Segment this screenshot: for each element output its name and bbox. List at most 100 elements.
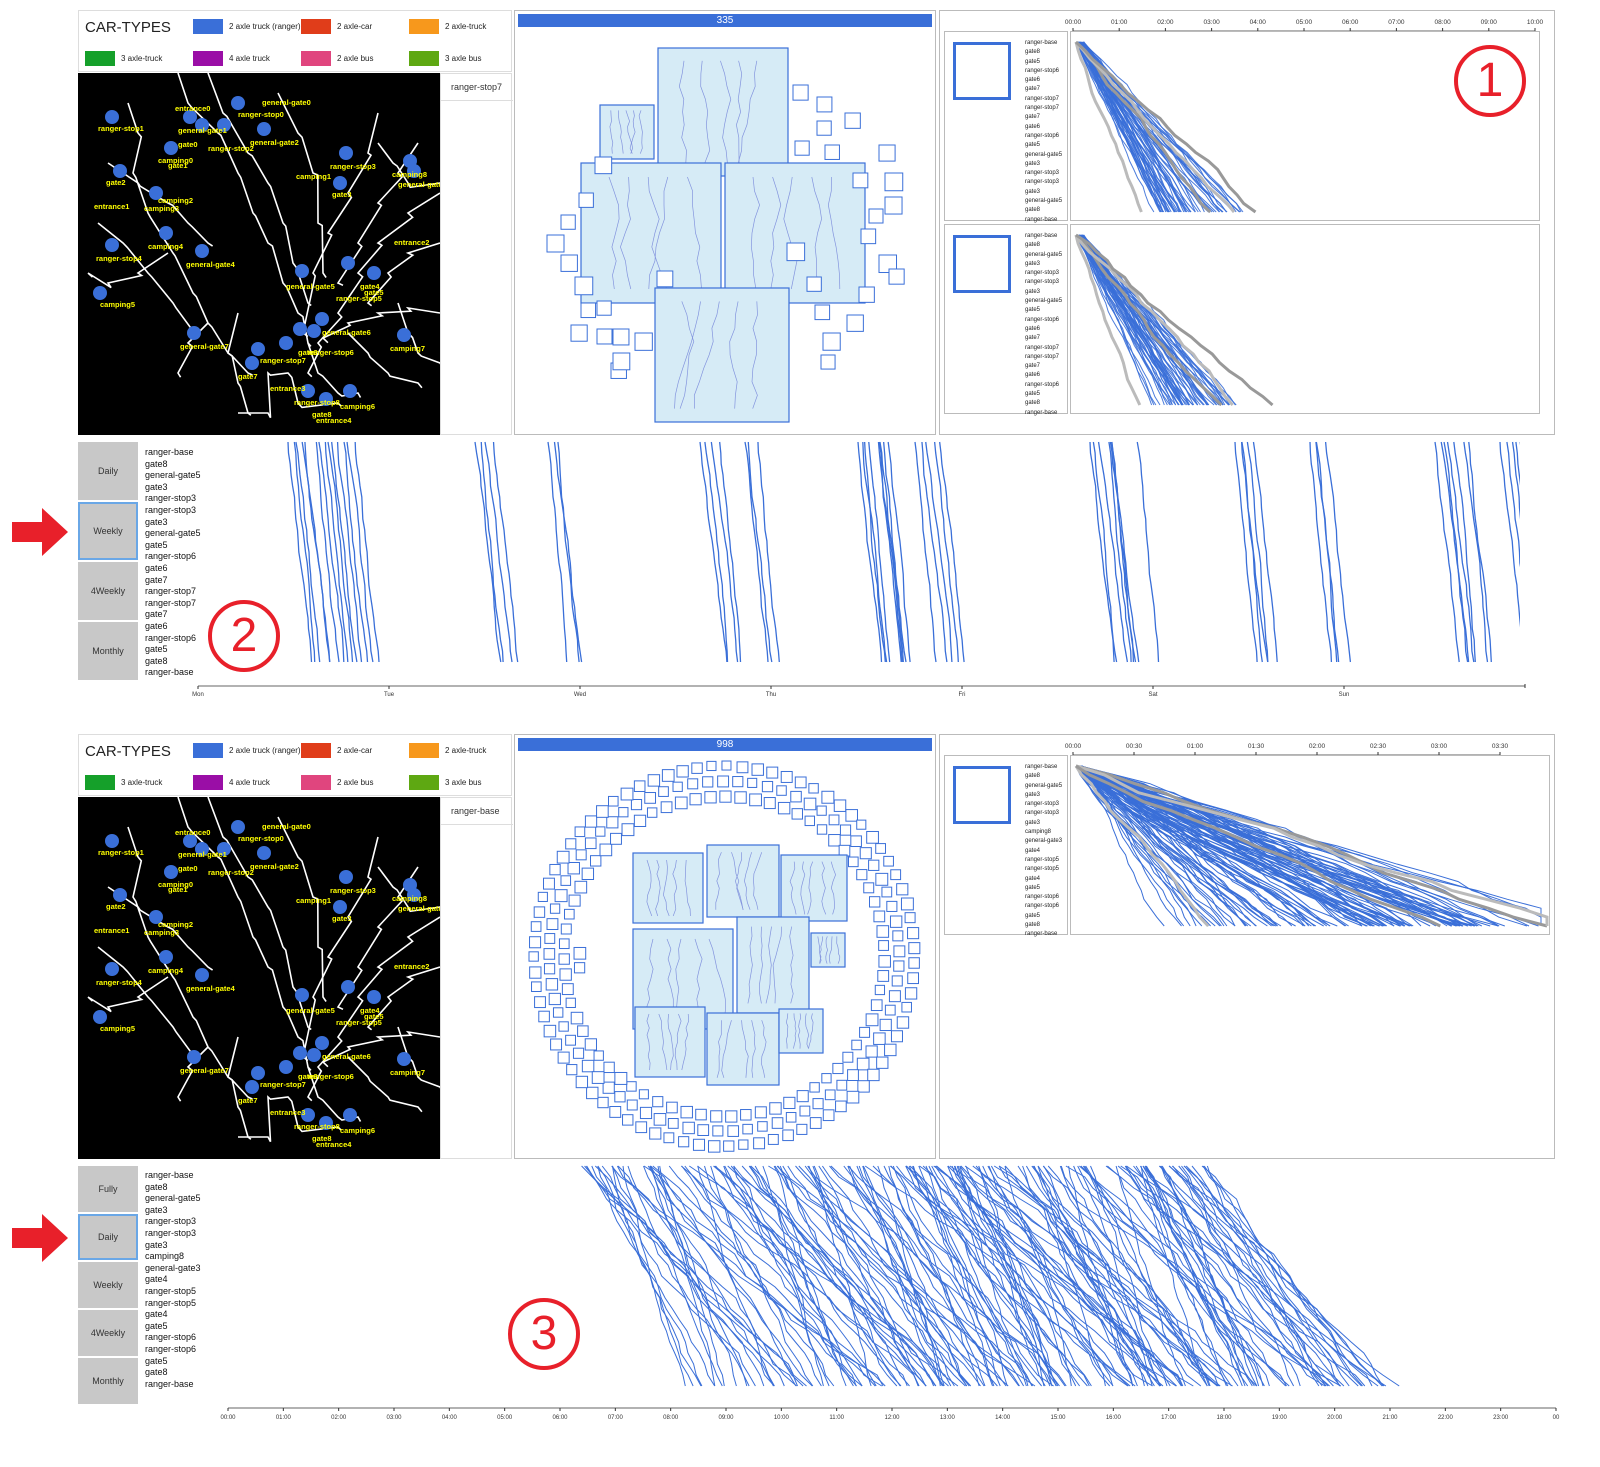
pattern-node[interactable] xyxy=(846,1090,860,1104)
pattern-node[interactable] xyxy=(621,823,635,837)
pattern-node[interactable] xyxy=(660,801,673,814)
pattern-node[interactable] xyxy=(573,962,586,974)
route-line[interactable] xyxy=(1139,1165,1232,1387)
route-line[interactable] xyxy=(710,1165,814,1387)
route-line[interactable] xyxy=(719,441,742,663)
location-node[interactable] xyxy=(307,1048,321,1062)
pattern-node[interactable] xyxy=(574,880,588,894)
pattern-node[interactable] xyxy=(653,1113,667,1126)
pattern-node[interactable] xyxy=(844,112,861,129)
route-line[interactable] xyxy=(1168,1165,1400,1387)
route-line[interactable] xyxy=(616,1165,797,1387)
route-line[interactable] xyxy=(1499,441,1520,662)
pattern-node[interactable] xyxy=(649,1127,662,1140)
pattern-node[interactable] xyxy=(707,1140,721,1153)
pattern-node[interactable] xyxy=(879,1018,892,1032)
pattern-node[interactable] xyxy=(858,286,875,303)
pattern-node[interactable] xyxy=(678,1136,690,1148)
legend-item[interactable]: 2 axle truck (ranger) xyxy=(193,743,301,758)
route-line[interactable] xyxy=(617,1165,807,1387)
pattern-node[interactable] xyxy=(771,1117,784,1129)
pattern-node[interactable] xyxy=(544,933,556,944)
pattern-node[interactable] xyxy=(548,992,561,1006)
pattern-node[interactable] xyxy=(907,927,920,940)
route-line[interactable] xyxy=(829,1165,1025,1387)
pattern-node[interactable] xyxy=(875,872,889,886)
pattern-node[interactable] xyxy=(878,940,889,951)
location-node[interactable] xyxy=(319,392,333,406)
pattern-node[interactable] xyxy=(575,1075,589,1089)
route-line[interactable] xyxy=(779,1165,937,1387)
location-node[interactable] xyxy=(301,384,315,398)
location-node[interactable] xyxy=(113,888,127,902)
mini-map-thumb[interactable] xyxy=(953,42,1011,100)
route-line[interactable] xyxy=(1080,1165,1270,1387)
route-line[interactable] xyxy=(821,1165,968,1387)
legend-item[interactable]: 2 axle bus xyxy=(301,775,373,790)
pattern-node[interactable] xyxy=(687,778,699,790)
route-line[interactable] xyxy=(474,441,502,663)
location-node[interactable] xyxy=(397,1052,411,1066)
pattern-node[interactable] xyxy=(710,1110,723,1123)
pattern-node[interactable] xyxy=(565,997,576,1008)
pattern-node[interactable] xyxy=(868,859,880,871)
location-node[interactable] xyxy=(251,1066,265,1080)
location-node[interactable] xyxy=(105,110,119,124)
pattern-node[interactable] xyxy=(863,882,875,894)
location-node[interactable] xyxy=(105,238,119,252)
pattern-thumbnail[interactable] xyxy=(810,932,846,968)
park-map-top[interactable]: ranger-stop1 entrance0 general-gate0 ranger… xyxy=(78,73,440,435)
location-node[interactable] xyxy=(279,336,293,350)
pattern-node[interactable] xyxy=(560,254,578,272)
route-line[interactable] xyxy=(318,441,345,663)
pattern-node[interactable] xyxy=(646,807,658,818)
park-map-bottom[interactable]: ranger-stop1 entrance0 general-gate0 ranger… xyxy=(78,797,440,1159)
pattern-node[interactable] xyxy=(896,883,909,896)
pattern-node[interactable] xyxy=(543,1024,557,1038)
pattern-node[interactable] xyxy=(822,1109,835,1122)
route-line[interactable] xyxy=(972,1165,1177,1387)
pattern-node[interactable] xyxy=(610,832,622,845)
pattern-node[interactable] xyxy=(908,957,920,969)
route-line[interactable] xyxy=(354,441,380,663)
route-line[interactable] xyxy=(704,441,729,663)
route-line[interactable] xyxy=(1078,765,1468,927)
route-line[interactable] xyxy=(1077,41,1155,213)
location-node[interactable] xyxy=(217,118,231,132)
pattern-node[interactable] xyxy=(727,1125,740,1137)
pattern-node[interactable] xyxy=(574,826,586,838)
location-node[interactable] xyxy=(105,834,119,848)
pattern-node[interactable] xyxy=(893,945,906,958)
pattern-node[interactable] xyxy=(689,793,702,806)
pattern-node[interactable] xyxy=(869,896,881,908)
pattern-node[interactable] xyxy=(901,1001,912,1013)
pattern-node[interactable] xyxy=(848,856,859,868)
route-line[interactable] xyxy=(1463,441,1489,663)
route-line[interactable] xyxy=(1080,765,1542,926)
granularity-button-monthly[interactable]: Monthly xyxy=(78,622,138,680)
route-timeline-chart[interactable] xyxy=(1071,756,1551,936)
route-line[interactable] xyxy=(1060,1165,1218,1387)
mini-map-thumb[interactable] xyxy=(953,766,1011,824)
pattern-node[interactable] xyxy=(747,777,758,788)
pattern-node[interactable] xyxy=(529,936,542,949)
route-line[interactable] xyxy=(1511,441,1520,662)
route-line[interactable] xyxy=(1081,41,1244,213)
legend-item[interactable]: 2 axle truck (ranger) xyxy=(193,19,301,34)
route-line[interactable] xyxy=(906,1165,1042,1387)
route-line[interactable] xyxy=(1076,234,1179,406)
pattern-node[interactable] xyxy=(870,999,883,1012)
route-line[interactable] xyxy=(921,441,948,663)
route-line[interactable] xyxy=(1324,441,1352,663)
route-line[interactable] xyxy=(1059,1165,1153,1387)
pattern-node[interactable] xyxy=(878,955,891,968)
pattern-node[interactable] xyxy=(590,855,602,867)
route-line[interactable] xyxy=(914,441,937,663)
pattern-node[interactable] xyxy=(828,834,841,847)
route-line[interactable] xyxy=(928,1165,1027,1387)
pattern-node[interactable] xyxy=(777,801,791,815)
pattern-node[interactable] xyxy=(891,975,903,987)
route-line[interactable] xyxy=(713,1165,908,1387)
route-line[interactable] xyxy=(287,441,313,663)
pattern-node[interactable] xyxy=(850,835,862,848)
